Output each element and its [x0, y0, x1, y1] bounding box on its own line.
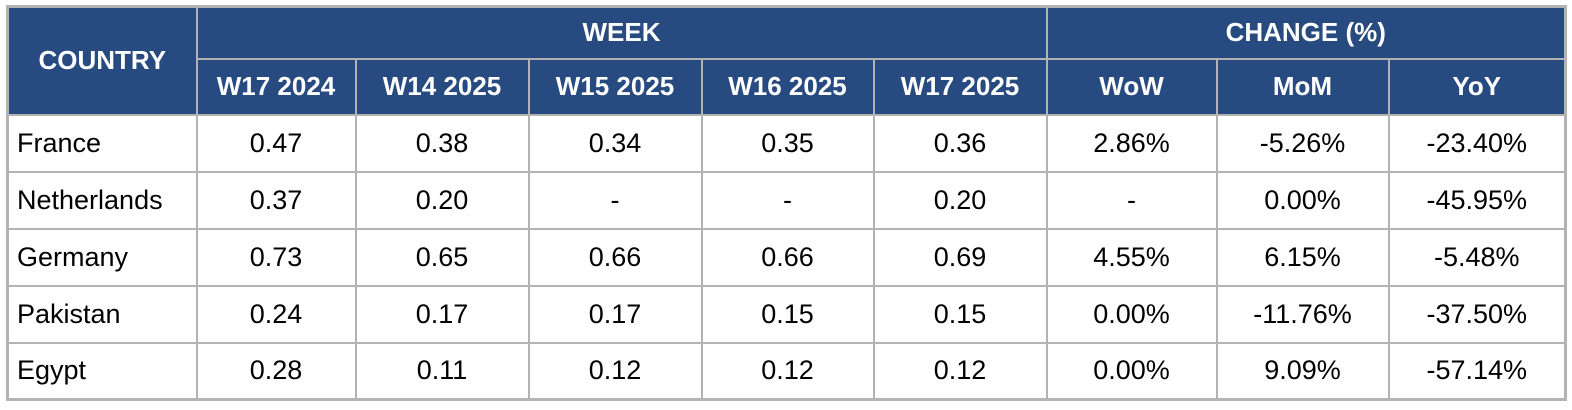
table-body: France 0.47 0.38 0.34 0.35 0.36 2.86% -5… [6, 113, 1567, 401]
value-cell: 0.24 [195, 284, 357, 344]
value-cell: 0.15 [700, 284, 875, 344]
value-cell: 0.69 [872, 227, 1048, 287]
column-header-w17-2025: W17 2025 [872, 57, 1048, 116]
change-cell-mom: -11.76% [1215, 284, 1390, 344]
value-cell: 0.37 [195, 170, 357, 230]
change-cell-yoy: -45.95% [1387, 170, 1567, 230]
change-cell-wow: - [1045, 170, 1218, 230]
table-row-france: France 0.47 0.38 0.34 0.35 0.36 2.86% -5… [6, 113, 1567, 173]
value-cell: 0.66 [700, 227, 875, 287]
country-cell: Egypt [6, 341, 198, 401]
table-row-pakistan: Pakistan 0.24 0.17 0.17 0.15 0.15 0.00% … [6, 284, 1567, 344]
value-cell: 0.28 [195, 341, 357, 401]
value-cell: 0.73 [195, 227, 357, 287]
column-header-w15-2025: W15 2025 [527, 57, 703, 116]
value-cell: 0.11 [354, 341, 530, 401]
country-cell: Pakistan [6, 284, 198, 344]
value-cell: 0.20 [872, 170, 1048, 230]
change-cell-wow: 4.55% [1045, 227, 1218, 287]
value-cell: 0.47 [195, 113, 357, 173]
value-cell: 0.34 [527, 113, 703, 173]
country-week-change-table: COUNTRY WEEK CHANGE (%) W17 2024 W14 202… [6, 5, 1567, 401]
value-cell: 0.17 [527, 284, 703, 344]
change-cell-mom: 9.09% [1215, 341, 1390, 401]
change-cell-yoy: -23.40% [1387, 113, 1567, 173]
column-header-w14-2025: W14 2025 [354, 57, 530, 116]
value-cell: 0.38 [354, 113, 530, 173]
header-subheader-row: W17 2024 W14 2025 W15 2025 W16 2025 W17 … [8, 57, 1567, 116]
table-row-germany: Germany 0.73 0.65 0.66 0.66 0.69 4.55% 6… [6, 227, 1567, 287]
value-cell: 0.12 [872, 341, 1048, 401]
change-cell-mom: 0.00% [1215, 170, 1390, 230]
change-cell-yoy: -37.50% [1387, 284, 1567, 344]
column-header-w16-2025: W16 2025 [700, 57, 875, 116]
value-cell: 0.65 [354, 227, 530, 287]
value-cell: 0.15 [872, 284, 1048, 344]
value-cell: 0.12 [527, 341, 703, 401]
column-header-w17-2024: W17 2024 [195, 57, 357, 116]
change-cell-wow: 2.86% [1045, 113, 1218, 173]
change-cell-yoy: -5.48% [1387, 227, 1567, 287]
country-cell: Germany [6, 227, 198, 287]
change-cell-mom: 6.15% [1215, 227, 1390, 287]
value-cell: 0.35 [700, 113, 875, 173]
country-cell: France [6, 113, 198, 173]
value-cell: 0.20 [354, 170, 530, 230]
change-cell-wow: 0.00% [1045, 284, 1218, 344]
table-row-netherlands: Netherlands 0.37 0.20 - - 0.20 - 0.00% -… [6, 170, 1567, 230]
header-group-row: COUNTRY WEEK CHANGE (%) [6, 5, 1567, 116]
country-cell: Netherlands [6, 170, 198, 230]
value-cell: 0.66 [527, 227, 703, 287]
column-group-week: WEEK [195, 5, 1048, 60]
change-cell-wow: 0.00% [1045, 341, 1218, 401]
value-cell: - [527, 170, 703, 230]
change-cell-mom: -5.26% [1215, 113, 1390, 173]
column-header-mom: MoM [1215, 57, 1390, 116]
column-header-wow: WoW [1045, 57, 1218, 116]
table-header: COUNTRY WEEK CHANGE (%) W17 2024 W14 202… [6, 5, 1567, 116]
value-cell: 0.36 [872, 113, 1048, 173]
value-cell: 0.12 [700, 341, 875, 401]
value-cell: - [700, 170, 875, 230]
value-cell: 0.17 [354, 284, 530, 344]
change-cell-yoy: -57.14% [1387, 341, 1567, 401]
column-group-change: CHANGE (%) [1045, 5, 1567, 60]
table-row-egypt: Egypt 0.28 0.11 0.12 0.12 0.12 0.00% 9.0… [6, 341, 1567, 401]
column-header-yoy: YoY [1387, 57, 1567, 116]
column-header-country: COUNTRY [6, 5, 198, 116]
